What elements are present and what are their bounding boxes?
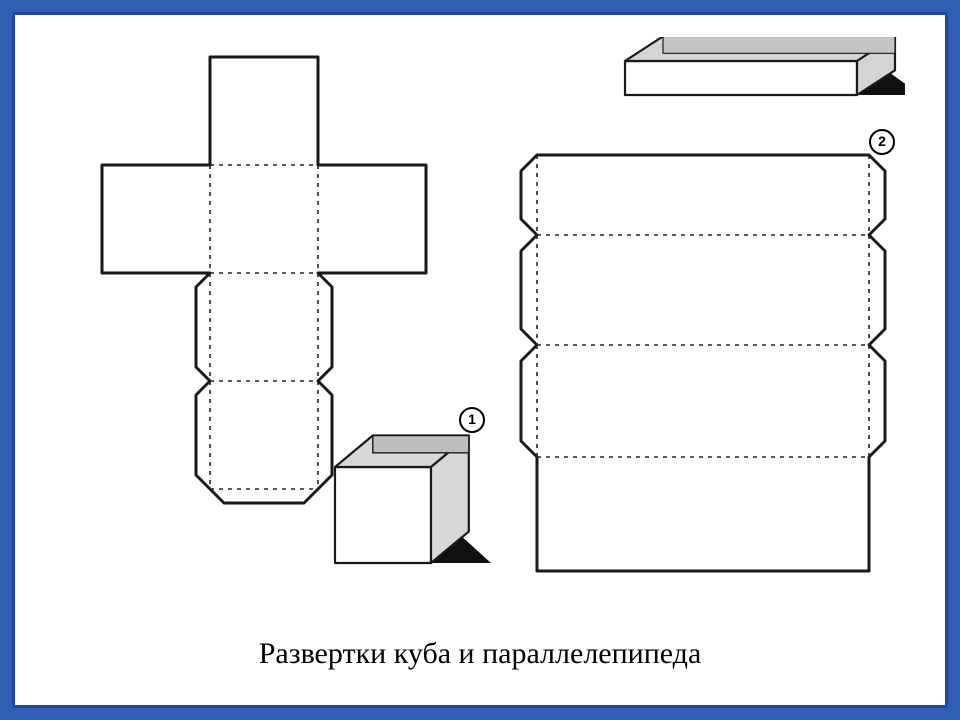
slide-outer-frame: 1 2 Развертки куба и параллелепипеда <box>0 0 960 720</box>
label-cube-number: 1 <box>459 407 485 433</box>
caption: Развертки куба и параллелепипеда <box>15 637 945 671</box>
nets-diagram <box>67 37 905 607</box>
label-parallelepiped-number: 2 <box>869 129 895 155</box>
label-cube-number-text: 1 <box>468 411 476 427</box>
caption-text: Развертки куба и параллелепипеда <box>259 637 702 670</box>
slide-inner-frame: 1 2 Развертки куба и параллелепипеда <box>12 12 948 708</box>
diagram-panel: 1 2 <box>67 37 905 607</box>
label-parallelepiped-number-text: 2 <box>878 133 886 149</box>
